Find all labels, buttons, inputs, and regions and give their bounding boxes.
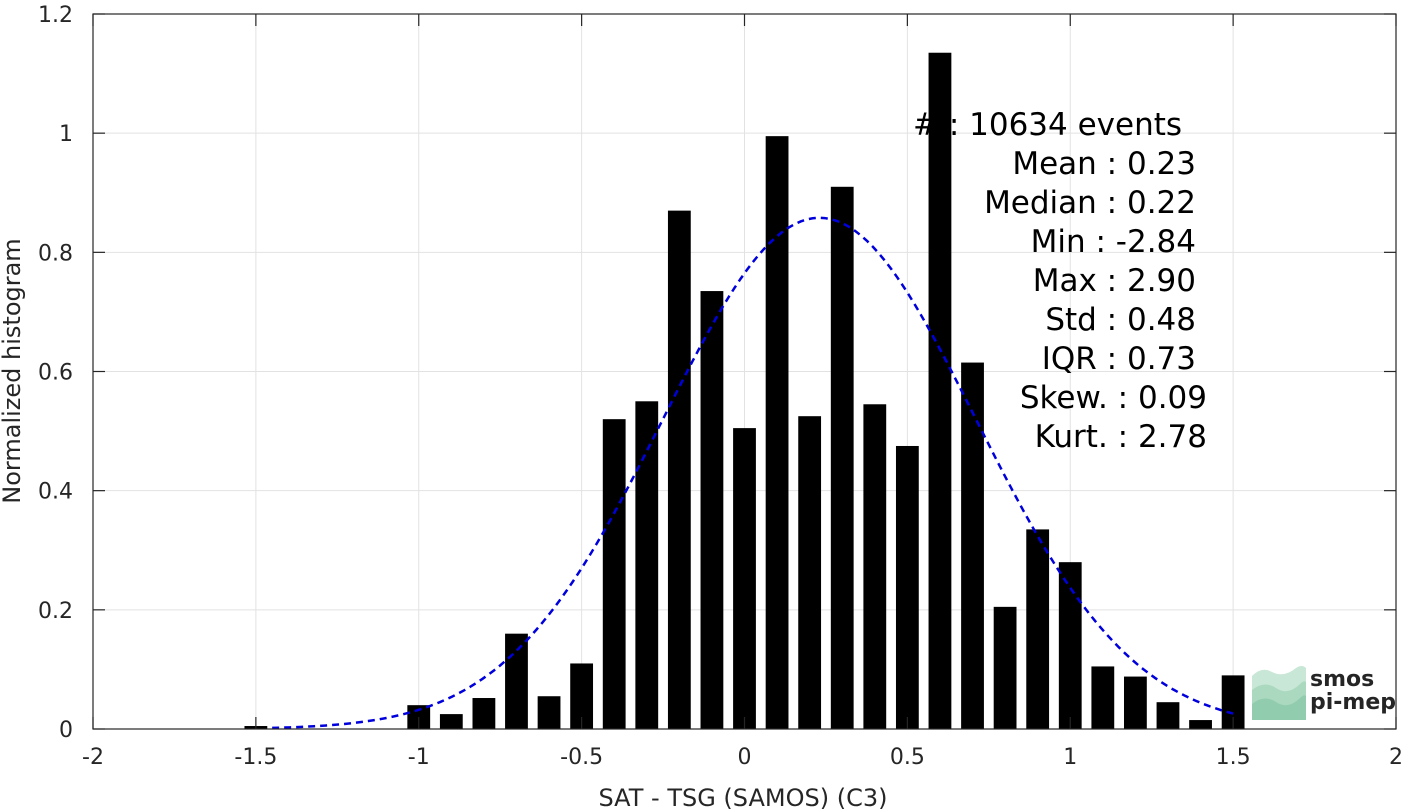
histogram-bar-8 bbox=[635, 401, 659, 729]
histogram-bar-16 bbox=[895, 445, 919, 729]
stats-line-6: IQR : 0.73 bbox=[1042, 341, 1196, 377]
histogram-bar-14 bbox=[830, 186, 854, 729]
bars-layer bbox=[244, 52, 1245, 730]
histogram-bar-23 bbox=[1123, 676, 1147, 729]
histogram-bar-2 bbox=[439, 714, 463, 729]
axes-layer bbox=[92, 13, 1397, 730]
histogram-bar-15 bbox=[863, 404, 887, 729]
histogram-bar-3 bbox=[472, 698, 496, 729]
fit-curve-line bbox=[272, 216, 1234, 730]
x-tick-label-6: 1 bbox=[1063, 745, 1077, 770]
y-tick-label-3: 0.6 bbox=[38, 361, 73, 386]
x-tick-label-8: 2 bbox=[1389, 745, 1403, 770]
y-axis-label: Normalized histogram bbox=[0, 238, 26, 503]
histogram-bar-17 bbox=[928, 52, 952, 729]
x-axis-label: SAT - TSG (SAMOS) (C3) bbox=[599, 784, 888, 811]
smos-pi-mep-logo: smos pi-mep bbox=[1252, 666, 1396, 720]
stats-line-0: # : 10634 events bbox=[913, 107, 1182, 143]
stats-line-5: Std : 0.48 bbox=[1045, 302, 1196, 338]
histogram-bar-24 bbox=[1156, 702, 1180, 729]
histogram-bar-13 bbox=[798, 416, 822, 729]
logo-text-smos: smos bbox=[1310, 667, 1374, 692]
y-tick-label-5: 1 bbox=[59, 122, 73, 147]
histogram-bar-4 bbox=[505, 633, 528, 729]
histogram-bar-22 bbox=[1091, 666, 1115, 729]
histogram-bar-19 bbox=[993, 606, 1017, 729]
histogram-bar-25 bbox=[1189, 720, 1212, 729]
stats-line-3: Min : -2.84 bbox=[1031, 224, 1196, 260]
y-tick-label-6: 1.2 bbox=[38, 3, 73, 28]
x-tick-label-0: -2 bbox=[82, 745, 104, 770]
histogram-bar-18 bbox=[961, 362, 984, 729]
histogram-bar-26 bbox=[1221, 675, 1245, 729]
histogram-bar-11 bbox=[733, 428, 756, 729]
x-tick-label-3: -0.5 bbox=[560, 745, 603, 770]
x-tick-label-2: -1 bbox=[408, 745, 430, 770]
y-tick-label-4: 0.8 bbox=[38, 241, 73, 266]
stats-line-1: Mean : 0.23 bbox=[1012, 146, 1196, 182]
stats-line-8: Kurt. : 2.78 bbox=[1035, 419, 1207, 455]
stats-line-7: Skew. : 0.09 bbox=[1020, 380, 1207, 416]
x-tick-label-1: -1.5 bbox=[234, 745, 277, 770]
stats-line-2: Median : 0.22 bbox=[984, 185, 1196, 221]
histogram-bar-20 bbox=[1026, 529, 1050, 729]
logo-text-pi-mep: pi-mep bbox=[1310, 690, 1396, 715]
x-tick-label-4: 0 bbox=[738, 745, 752, 770]
histogram-bar-9 bbox=[667, 210, 691, 729]
y-tick-label-1: 0.2 bbox=[38, 599, 73, 624]
wave-logo-icon bbox=[1252, 666, 1306, 720]
histogram-bar-21 bbox=[1058, 562, 1082, 729]
histogram-bar-5 bbox=[537, 696, 561, 729]
histogram-bar-12 bbox=[765, 136, 789, 730]
y-tick-label-0: 0 bbox=[59, 718, 73, 743]
y-tick-labels: 0 0.2 0.4 0.6 0.8 1 1.2 bbox=[38, 3, 73, 743]
x-tick-labels: -2 -1.5 -1 -0.5 0 0.5 1 1.5 2 bbox=[82, 745, 1403, 770]
histogram-bar-6 bbox=[570, 663, 594, 729]
y-tick-label-2: 0.4 bbox=[38, 480, 73, 505]
x-tick-label-5: 0.5 bbox=[890, 745, 925, 770]
stats-line-4: Max : 2.90 bbox=[1033, 263, 1196, 299]
x-tick-label-7: 1.5 bbox=[1216, 745, 1251, 770]
histogram-bar-7 bbox=[602, 419, 626, 729]
histogram-bar-10 bbox=[700, 291, 724, 729]
